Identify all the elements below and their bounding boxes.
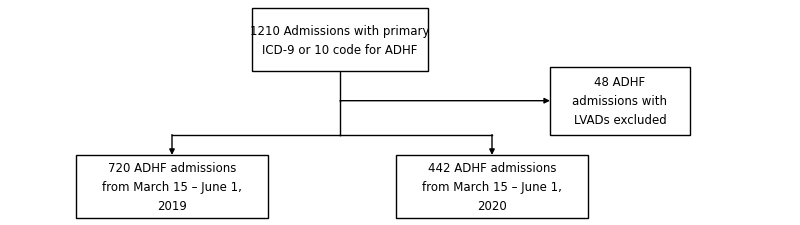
FancyBboxPatch shape — [550, 68, 690, 135]
Text: 720 ADHF admissions
from March 15 – June 1,
2019: 720 ADHF admissions from March 15 – June… — [102, 161, 242, 212]
FancyBboxPatch shape — [252, 9, 428, 72]
Text: 48 ADHF
admissions with
LVADs excluded: 48 ADHF admissions with LVADs excluded — [573, 76, 667, 127]
FancyBboxPatch shape — [76, 155, 268, 218]
FancyBboxPatch shape — [396, 155, 588, 218]
Text: 442 ADHF admissions
from March 15 – June 1,
2020: 442 ADHF admissions from March 15 – June… — [422, 161, 562, 212]
Text: 1210 Admissions with primary
ICD-9 or 10 code for ADHF: 1210 Admissions with primary ICD-9 or 10… — [250, 25, 430, 56]
